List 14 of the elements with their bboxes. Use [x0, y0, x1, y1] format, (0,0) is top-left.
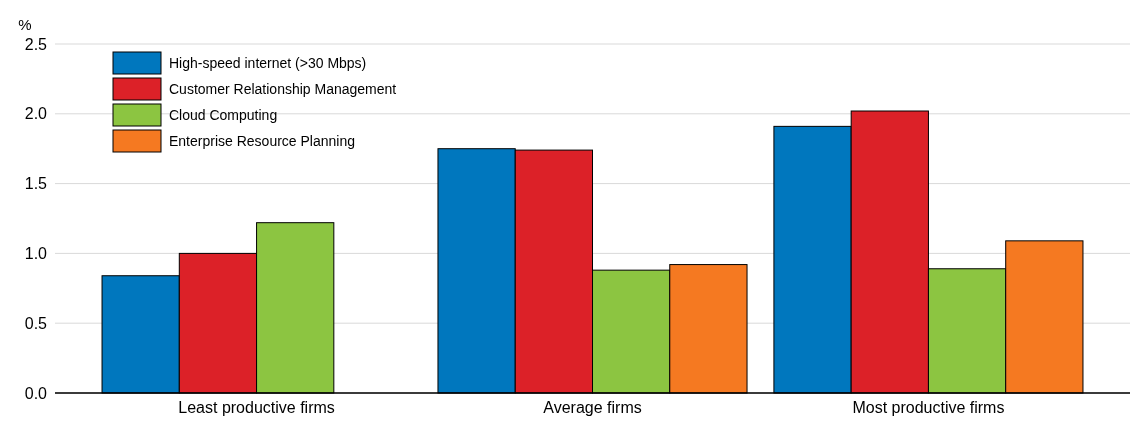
legend-label: Cloud Computing — [169, 106, 278, 123]
y-tick-label: 1.5 — [24, 175, 48, 193]
y-tick-label: 2.5 — [24, 35, 48, 53]
x-tick-label: Least productive firms — [178, 399, 335, 416]
legend-label: High-speed internet (>30 Mbps) — [169, 54, 367, 71]
y-tick-label: 2.0 — [24, 105, 48, 123]
legend-label: Customer Relationship Management — [169, 80, 397, 97]
legend-label: Enterprise Resource Planning — [169, 132, 355, 149]
x-tick-label: Average firms — [543, 399, 642, 416]
y-tick-label: 0.0 — [24, 384, 48, 402]
y-tick-label: 1.0 — [24, 245, 48, 262]
x-tick-label: Most productive firms — [852, 399, 1005, 416]
y-axis-title: % — [18, 16, 32, 33]
y-tick-label: 0.5 — [24, 314, 48, 332]
